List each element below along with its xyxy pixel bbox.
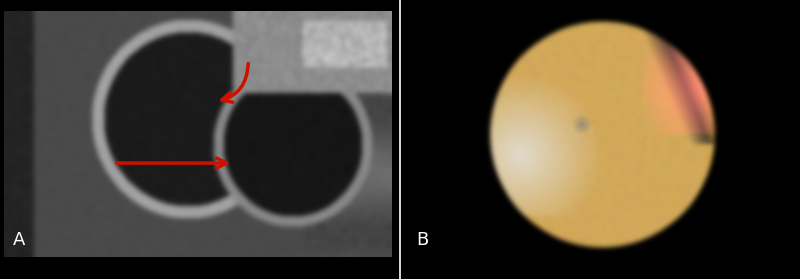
Text: A: A (13, 231, 25, 249)
Text: B: B (417, 231, 429, 249)
